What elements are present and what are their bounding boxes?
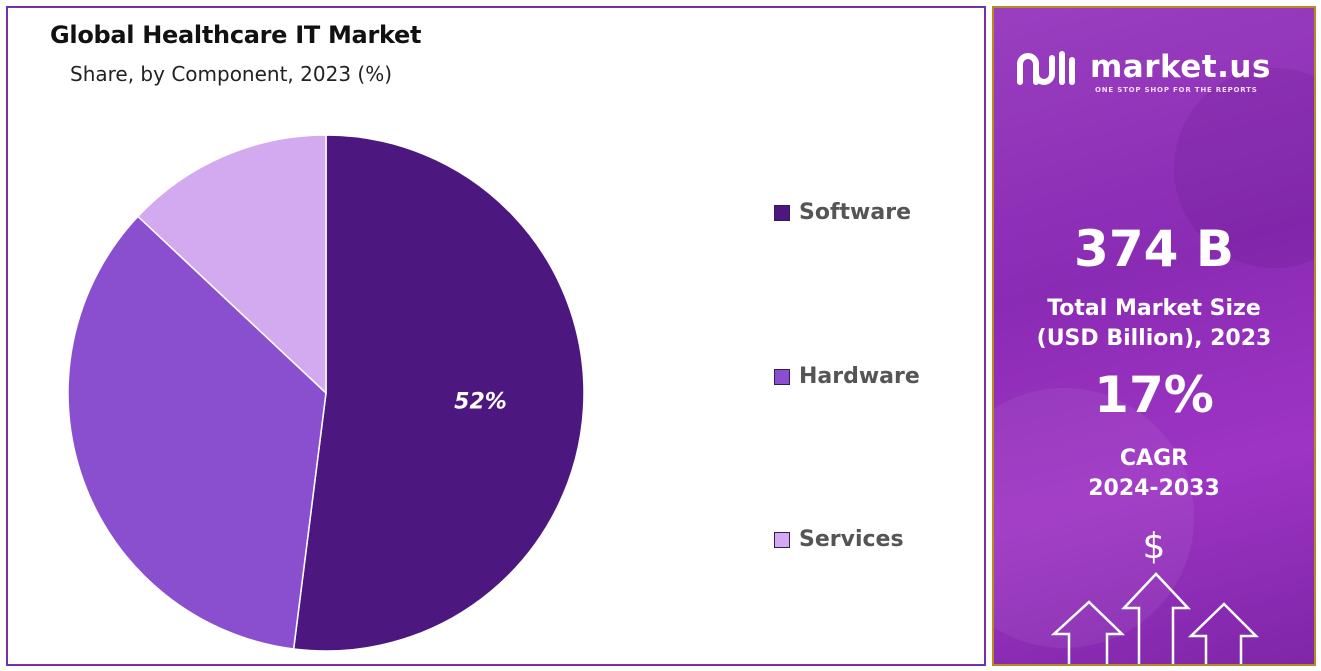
info-sidebar: market.us ONE STOP SHOP FOR THE REPORTS … — [992, 6, 1316, 666]
brand-tagline: ONE STOP SHOP FOR THE REPORTS — [1095, 86, 1258, 94]
cagr-period: 2024-2033 — [1088, 476, 1220, 501]
legend-swatch — [774, 204, 790, 221]
up-arrow-icon — [1050, 572, 1260, 664]
cagr-label: CAGR — [1119, 446, 1189, 471]
cagr-value: 17% — [1094, 366, 1214, 424]
pie-slice-hardware — [67, 215, 327, 650]
chart-panel: Global Healthcare IT Market Share, by Co… — [6, 6, 986, 666]
chart-subtitle: Share, by Component, 2023 (%) — [70, 62, 393, 86]
data-label-software: 52% — [454, 390, 507, 415]
legend-item-hardware: Hardware — [774, 364, 920, 389]
chart-title: Global Healthcare IT Market — [50, 21, 422, 49]
dollar-icon: $ — [1142, 526, 1166, 567]
legend-item-software: Software — [774, 200, 911, 225]
legend-swatch — [774, 531, 790, 548]
legend-label: Software — [799, 200, 911, 225]
market-size-value: 374 B — [1074, 220, 1234, 278]
pie-chart: 52% — [67, 134, 585, 652]
background-decoration — [994, 388, 1194, 648]
brand-name: market.us — [1090, 49, 1271, 85]
pie-slice-software — [292, 134, 585, 652]
market-us-logo-icon — [1017, 51, 1075, 85]
market-size-label: Total Market Size — [1047, 296, 1261, 321]
pie-slice-services — [136, 134, 327, 395]
legend-label: Hardware — [799, 364, 920, 389]
market-size-label: (USD Billion), 2023 — [1036, 326, 1272, 351]
brand-logo: market.us — [1016, 48, 1271, 86]
legend-item-services: Services — [774, 527, 904, 552]
legend-swatch — [774, 368, 790, 385]
legend-label: Services — [799, 527, 904, 552]
